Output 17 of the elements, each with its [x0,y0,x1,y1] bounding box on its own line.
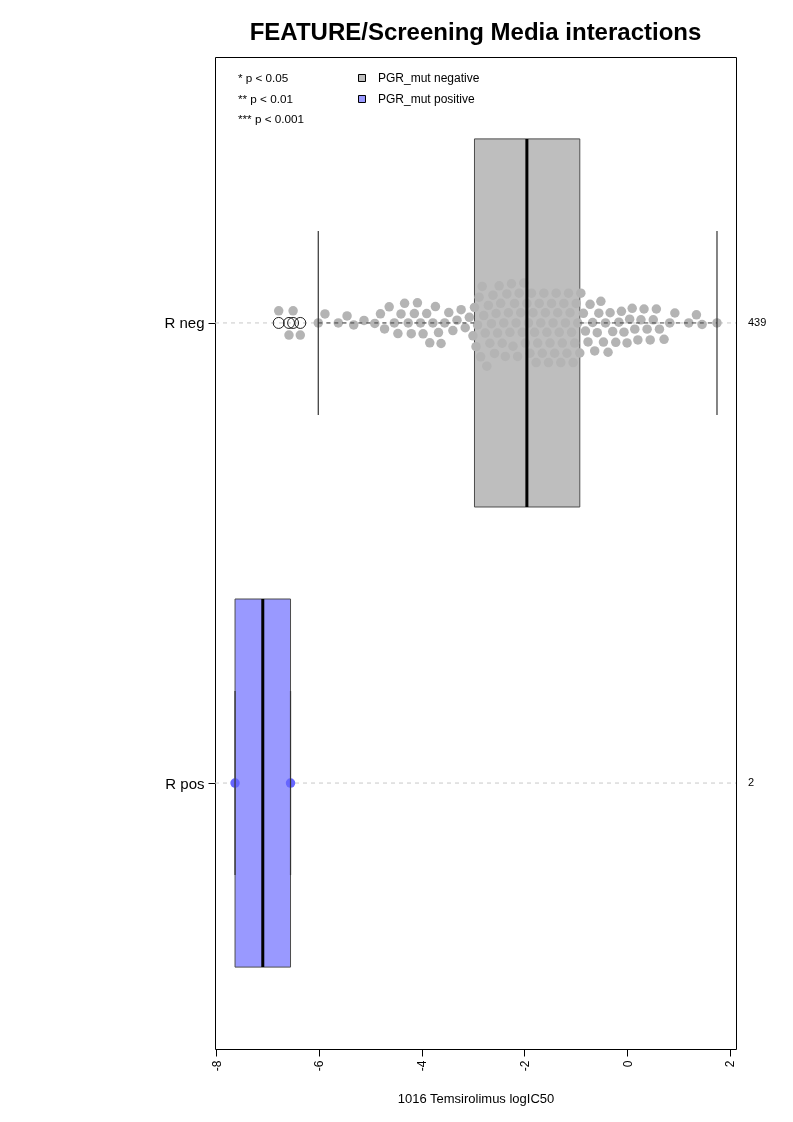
y-tick-label: R pos [165,774,205,792]
chart-title: FEATURE/Screening Media interactions [249,18,702,45]
x-tick-label: 0 [620,1060,635,1068]
legend-label: PGR_mut negative [378,71,480,85]
x-tick-label: -8 [209,1060,224,1072]
x-tick-label: -2 [517,1060,532,1072]
y2-tick-label: 2 [748,776,755,789]
annotation: * p < 0.05 [238,71,289,84]
annotation: *** p < 0.001 [238,112,304,125]
x-axis-title: 1016 Temsirolimus logIC50 [397,1091,555,1107]
y2-tick-label: 439 [748,315,767,328]
x-tick-label: 2 [723,1060,738,1068]
x-tick-label: -6 [312,1060,327,1072]
y-tick-label: R neg [164,314,205,332]
x-tick-label: -4 [415,1060,430,1072]
legend-label: PGR_mut positive [378,92,476,106]
annotation: ** p < 0.01 [238,91,293,105]
